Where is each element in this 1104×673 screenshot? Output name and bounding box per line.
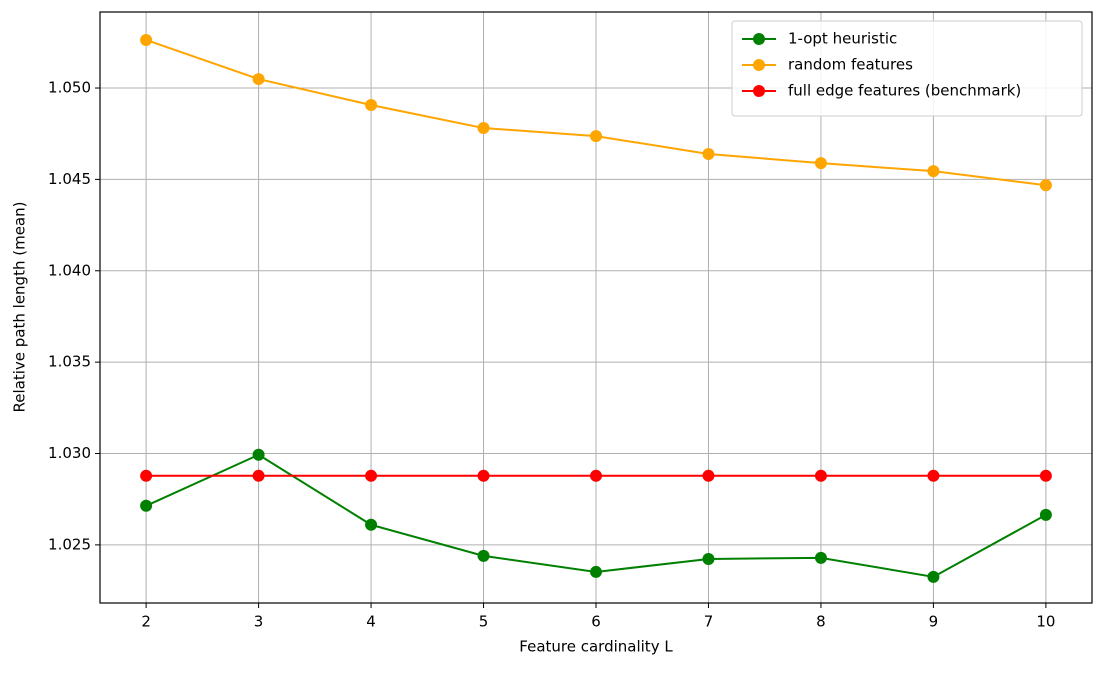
y-axis-label: Relative path length (mean) [11,202,29,413]
marker [140,33,153,46]
legend-label: full edge features (benchmark) [788,82,1021,100]
x-tick-label: 7 [704,613,714,631]
marker [1039,508,1052,521]
legend-marker [753,33,765,45]
x-tick-label: 10 [1036,613,1055,631]
marker [140,499,153,512]
marker [590,469,602,482]
marker [1039,179,1052,192]
marker [252,73,265,86]
marker [140,469,153,482]
legend-box [731,20,1083,117]
marker [477,122,490,135]
marker [702,147,715,160]
marker [927,165,940,178]
marker [477,469,490,482]
y-tick-label: 1.035 [48,353,91,371]
x-tick-label: 5 [479,613,489,631]
marker [814,551,827,564]
marker [814,157,827,170]
marker [702,469,715,482]
y-tick-label: 1.030 [48,444,91,462]
marker [702,552,715,565]
y-tick-label: 1.040 [48,261,91,279]
marker [590,130,602,143]
x-tick-label: 8 [816,613,826,631]
x-tick-label: 9 [929,613,939,631]
legend-label: 1-opt heuristic [788,30,897,48]
grid [100,12,1092,603]
x-tick-label: 3 [254,613,264,631]
y-tick-label: 1.050 [48,79,91,97]
marker [590,565,602,578]
marker [365,469,378,482]
x-tick-label: 4 [366,613,376,631]
x-tick-label: 6 [591,613,601,631]
y-tick-label: 1.045 [48,170,91,188]
y-tick-label: 1.025 [48,535,91,553]
marker [927,469,940,482]
marker [477,549,490,562]
marker [365,518,378,531]
marker [252,448,265,461]
marker [1039,469,1052,482]
legend-marker [753,85,765,97]
marker [814,469,827,482]
marker [365,99,378,112]
marker [252,469,265,482]
x-axis-label: Feature cardinality L [519,638,673,656]
x-tick-label: 2 [141,613,151,631]
plot-frame [99,11,1093,604]
marker [927,570,940,583]
legend-marker [753,59,765,71]
legend-label: random features [788,56,913,74]
